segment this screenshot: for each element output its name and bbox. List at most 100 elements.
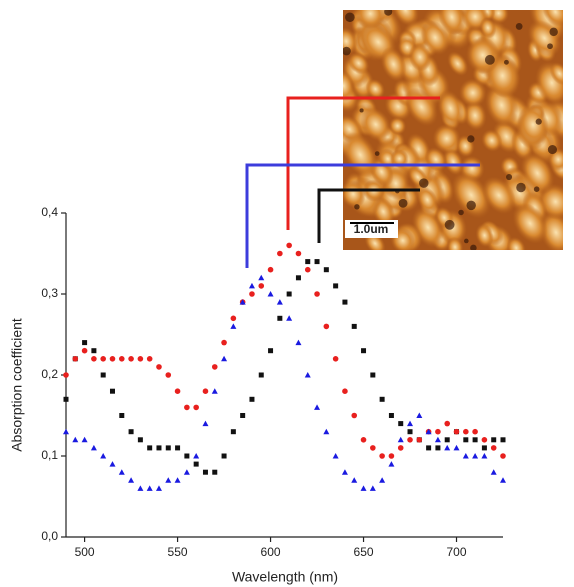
brackets [245,96,480,268]
data-point [193,404,199,411]
data-point [407,429,413,435]
data-point [314,291,320,297]
afm-pit [466,200,476,211]
afm-pit [470,244,477,250]
data-point [295,275,301,281]
data-point [304,372,311,378]
data-point [128,477,135,483]
data-point [397,436,404,443]
data-point [202,420,209,427]
data-point [63,372,69,378]
afm-grain [343,27,358,56]
data-point [416,412,423,418]
data-point [258,372,264,378]
data-point [109,461,116,467]
data-point [286,242,292,249]
data-point [314,259,320,265]
data-point [128,356,134,362]
y-tick-label: 0,3 [41,286,58,300]
data-point [230,323,237,329]
data-point [369,485,376,491]
data-point [370,445,376,451]
data-point [81,347,88,354]
data-point [500,453,506,459]
afm-pit [549,27,558,37]
black-bracket [317,188,420,243]
afm-grain [390,149,409,169]
data-point [342,299,348,305]
afm-grain [417,186,438,214]
afm-grain [442,148,464,176]
data-point [146,356,153,362]
data-point [119,413,125,418]
afm-grain [343,69,355,102]
blue-bracket [245,163,480,268]
data-point [332,356,339,362]
data-point [193,453,200,459]
data-point [295,250,302,257]
data-point [323,267,329,273]
data-point [407,437,413,443]
afm-pit [458,209,464,216]
afm-grain [446,236,464,250]
data-point [221,355,228,362]
data-point [444,420,451,427]
data-point [128,429,134,435]
afm-grain [539,210,563,250]
afm-grain [481,176,516,215]
data-point [472,437,478,443]
data-point [323,323,330,330]
data-point [463,437,469,443]
afm-pit [506,174,513,181]
data-point [184,404,190,411]
data-point [91,348,97,354]
afm-pit [419,178,429,188]
data-point [434,436,441,443]
data-point [175,445,181,451]
data-point [267,291,274,297]
afm-grain [360,107,392,142]
data-point [230,315,237,322]
afm-image [343,10,563,250]
data-point [109,388,115,394]
data-point [360,437,367,443]
afm-pit [343,46,351,56]
data-point [490,445,497,451]
data-point [100,356,106,362]
data-point [72,436,79,443]
data-point [100,453,107,459]
data-point [444,444,451,451]
afm-pit [547,145,557,155]
afm-grain [512,202,548,244]
data-point [341,469,348,475]
data-point [277,250,283,257]
data-point [212,469,218,475]
x-tick-label: 500 [75,545,95,559]
data-point [156,364,162,370]
afm-pit [533,186,540,192]
afm-grain [438,10,466,36]
data-point [453,428,460,435]
afm-grain [365,78,386,100]
data-point [109,356,116,362]
afm-grain [488,10,509,24]
afm-grain [459,78,487,108]
data-point [379,396,385,402]
data-point [63,396,69,402]
afm-grain [517,104,549,146]
data-point [342,388,348,395]
y-tick-label: 0,4 [41,205,58,219]
data-point [137,356,144,362]
data-point [286,291,292,297]
data-point [248,282,255,289]
data-point [258,283,265,289]
data-point [435,428,441,435]
data-point [72,356,79,362]
data-point [379,477,386,483]
data-point [230,429,236,435]
data-point [425,428,432,435]
data-point [500,437,506,443]
afm-pit [547,43,553,50]
data-point [361,348,367,354]
